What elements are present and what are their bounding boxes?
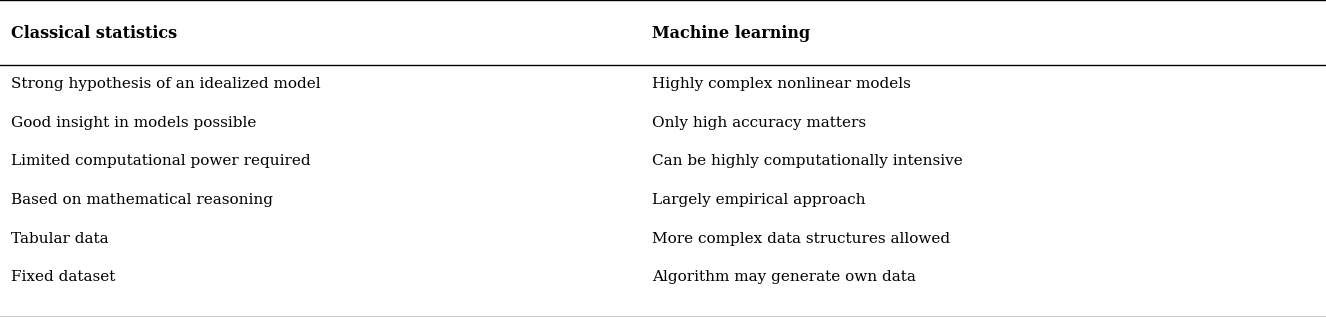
Text: More complex data structures allowed: More complex data structures allowed <box>652 232 951 246</box>
Text: Can be highly computationally intensive: Can be highly computationally intensive <box>652 154 963 168</box>
Text: Only high accuracy matters: Only high accuracy matters <box>652 116 866 130</box>
Text: Tabular data: Tabular data <box>11 232 109 246</box>
Text: Limited computational power required: Limited computational power required <box>11 154 310 168</box>
Text: Machine learning: Machine learning <box>652 25 810 42</box>
Text: Fixed dataset: Fixed dataset <box>11 270 115 284</box>
Text: Based on mathematical reasoning: Based on mathematical reasoning <box>11 193 273 207</box>
Text: Classical statistics: Classical statistics <box>11 25 176 42</box>
Text: Good insight in models possible: Good insight in models possible <box>11 116 256 130</box>
Text: Algorithm may generate own data: Algorithm may generate own data <box>652 270 916 284</box>
Text: Largely empirical approach: Largely empirical approach <box>652 193 866 207</box>
Text: Strong hypothesis of an idealized model: Strong hypothesis of an idealized model <box>11 77 321 91</box>
Text: Highly complex nonlinear models: Highly complex nonlinear models <box>652 77 911 91</box>
